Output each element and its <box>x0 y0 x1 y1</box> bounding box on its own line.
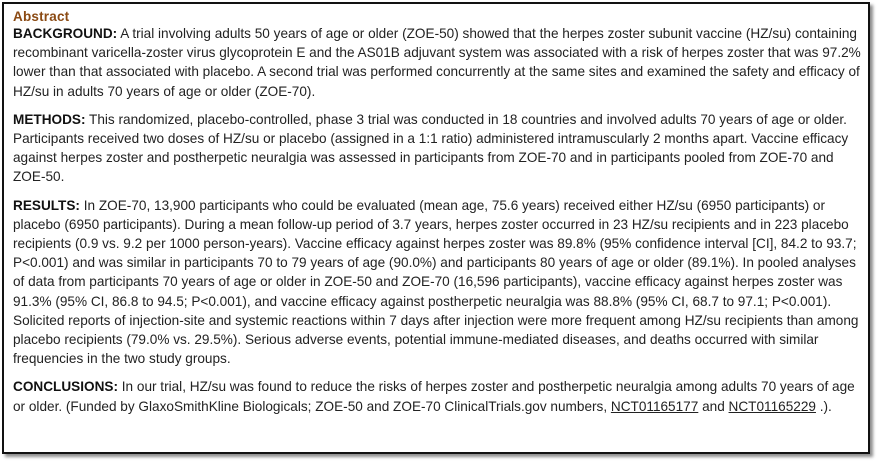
background-text: A trial involving adults 50 years of age… <box>13 26 861 99</box>
conclusions-end: .). <box>815 398 832 414</box>
conclusions-connector: and <box>698 398 729 414</box>
abstract-heading: Abstract <box>13 9 70 24</box>
conclusions-text: In our trial, HZ/su was found to reduce … <box>13 379 855 414</box>
trial-link-nct01165177[interactable]: NCT01165177 <box>610 398 699 414</box>
methods-section: METHODS: This randomized, placebo-contro… <box>13 110 865 187</box>
background-label: BACKGROUND: <box>13 26 118 41</box>
background-section: BACKGROUND: A trial involving adults 50 … <box>13 24 865 101</box>
trial-link-nct01165229[interactable]: NCT01165229 <box>728 398 816 414</box>
abstract-panel: Abstract BACKGROUND: A trial involving a… <box>2 2 870 454</box>
results-label: RESULTS: <box>13 197 80 213</box>
conclusions-label: CONCLUSIONS: <box>13 379 118 395</box>
methods-label: METHODS: <box>13 111 86 127</box>
abstract-content: BACKGROUND: A trial involving adults 50 … <box>13 24 865 416</box>
results-section: RESULTS: In ZOE-70, 13,900 participants … <box>13 196 865 369</box>
methods-text: This randomized, placebo-controlled, pha… <box>13 111 849 185</box>
conclusions-section: CONCLUSIONS: In our trial, HZ/su was fou… <box>13 377 865 415</box>
results-text: In ZOE-70, 13,900 participants who could… <box>13 197 859 367</box>
